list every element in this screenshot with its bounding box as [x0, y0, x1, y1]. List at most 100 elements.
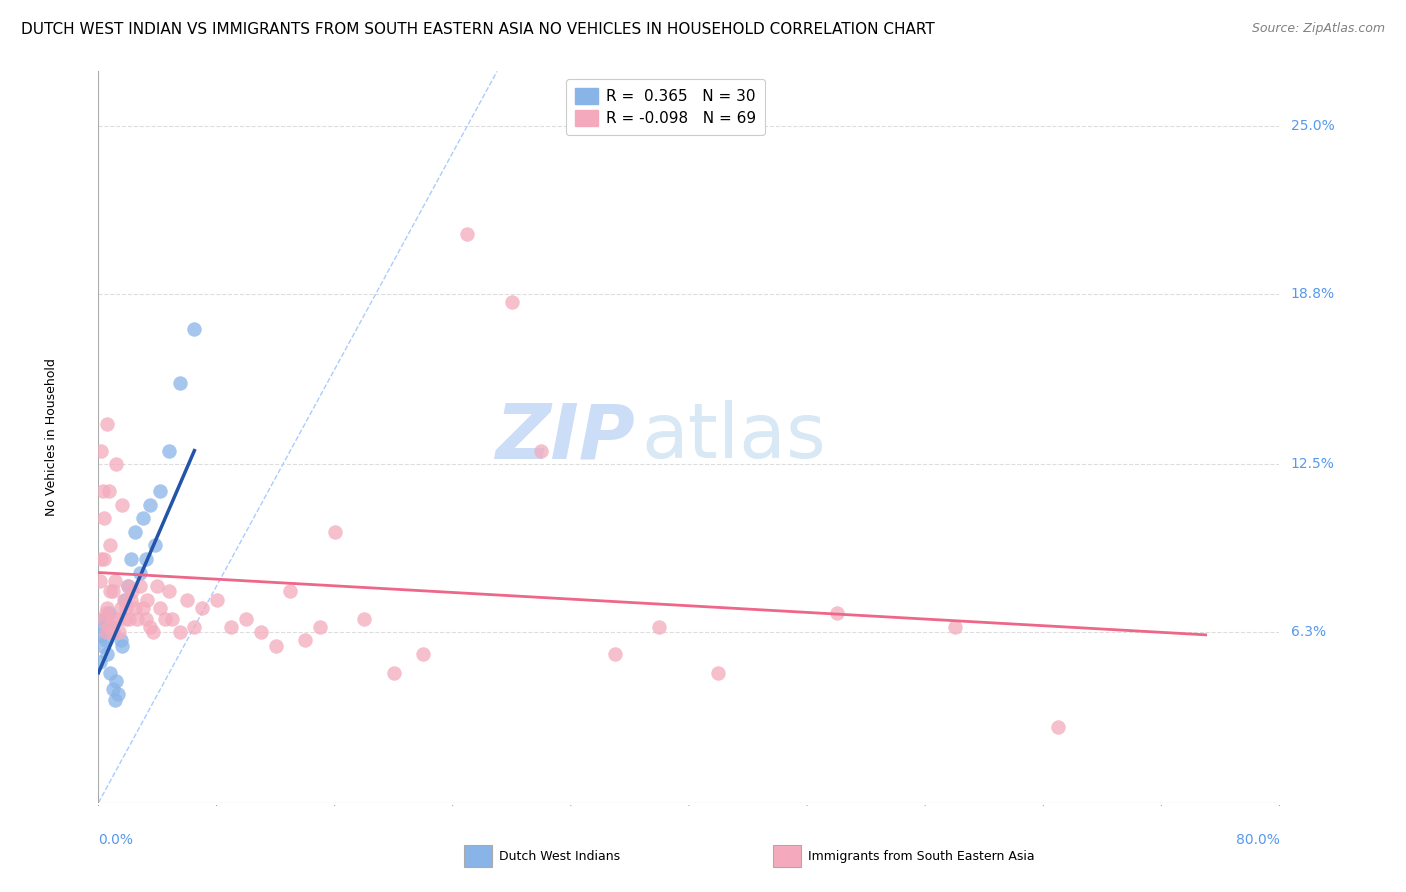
- Point: [94, 633, 117, 648]
- Point: [91, 611, 114, 625]
- Point: [91, 484, 114, 499]
- Text: DUTCH WEST INDIAN VS IMMIGRANTS FROM SOUTH EASTERN ASIA NO VEHICLES IN HOUSEHOLD: DUTCH WEST INDIAN VS IMMIGRANTS FROM SOU…: [21, 22, 935, 37]
- Point: [103, 681, 125, 696]
- Point: [96, 417, 118, 431]
- Point: [105, 673, 128, 688]
- Point: [323, 524, 346, 539]
- Point: [118, 611, 141, 625]
- Point: [97, 620, 120, 634]
- Point: [93, 611, 115, 625]
- Point: [111, 639, 134, 653]
- Point: [103, 584, 125, 599]
- Point: [89, 655, 111, 669]
- Point: [108, 625, 131, 640]
- Point: [132, 511, 155, 525]
- Text: Immigrants from South Eastern Asia: Immigrants from South Eastern Asia: [808, 850, 1035, 863]
- Point: [162, 611, 183, 625]
- Point: [157, 443, 180, 458]
- Point: [104, 574, 127, 588]
- Point: [176, 592, 198, 607]
- Point: [139, 498, 162, 512]
- Legend: R =  0.365   N = 30, R = -0.098   N = 69: R = 0.365 N = 30, R = -0.098 N = 69: [565, 79, 765, 136]
- Point: [153, 611, 176, 625]
- Point: [169, 625, 191, 640]
- Point: [125, 611, 148, 625]
- Point: [142, 625, 165, 640]
- Point: [100, 611, 122, 625]
- Point: [120, 592, 142, 607]
- Point: [169, 376, 191, 390]
- Point: [280, 584, 302, 599]
- Point: [132, 600, 155, 615]
- Point: [146, 579, 169, 593]
- Point: [114, 592, 136, 607]
- Point: [191, 600, 214, 615]
- Point: [90, 552, 112, 566]
- Point: [98, 538, 121, 552]
- Point: [93, 511, 115, 525]
- Point: [96, 647, 118, 661]
- Point: [235, 611, 257, 625]
- Point: [205, 592, 228, 607]
- Point: [530, 443, 553, 458]
- Text: 0.0%: 0.0%: [98, 833, 134, 847]
- Point: [382, 665, 405, 680]
- Point: [94, 606, 117, 620]
- Point: [501, 294, 523, 309]
- Point: [139, 620, 162, 634]
- Point: [96, 600, 118, 615]
- Point: [128, 566, 150, 580]
- Point: [143, 538, 166, 552]
- Point: [112, 592, 135, 607]
- Point: [128, 579, 150, 593]
- Point: [149, 484, 172, 499]
- Text: atlas: atlas: [641, 401, 827, 474]
- Point: [135, 552, 157, 566]
- Point: [221, 620, 243, 634]
- Point: [94, 625, 117, 640]
- Point: [93, 552, 115, 566]
- Point: [121, 584, 143, 599]
- Point: [114, 611, 136, 625]
- Point: [110, 633, 132, 648]
- Point: [93, 620, 115, 634]
- Text: No Vehicles in Household: No Vehicles in Household: [45, 359, 58, 516]
- Point: [648, 620, 671, 634]
- Point: [107, 688, 129, 702]
- Point: [250, 625, 273, 640]
- Point: [98, 584, 121, 599]
- Point: [157, 584, 180, 599]
- Point: [103, 625, 125, 640]
- Text: 80.0%: 80.0%: [1236, 833, 1279, 847]
- Point: [115, 600, 138, 615]
- Point: [103, 625, 125, 640]
- Point: [309, 620, 332, 634]
- Point: [100, 620, 122, 634]
- Point: [124, 524, 146, 539]
- Point: [183, 322, 205, 336]
- Point: [707, 665, 730, 680]
- Point: [90, 443, 112, 458]
- Point: [353, 611, 375, 625]
- Point: [136, 592, 159, 607]
- Point: [98, 665, 121, 680]
- Text: 12.5%: 12.5%: [1291, 458, 1334, 471]
- Point: [97, 606, 120, 620]
- Point: [120, 552, 142, 566]
- Point: [183, 620, 205, 634]
- Point: [124, 600, 146, 615]
- Point: [111, 498, 134, 512]
- Point: [264, 639, 287, 653]
- Point: [1046, 720, 1070, 734]
- Point: [605, 647, 627, 661]
- Point: [105, 457, 128, 471]
- Text: 6.3%: 6.3%: [1291, 625, 1326, 640]
- Point: [825, 606, 848, 620]
- Text: Source: ZipAtlas.com: Source: ZipAtlas.com: [1251, 22, 1385, 36]
- Point: [117, 579, 139, 593]
- Point: [412, 647, 434, 661]
- Point: [457, 227, 479, 241]
- Point: [89, 574, 111, 588]
- Point: [107, 611, 129, 625]
- Text: 25.0%: 25.0%: [1291, 119, 1334, 133]
